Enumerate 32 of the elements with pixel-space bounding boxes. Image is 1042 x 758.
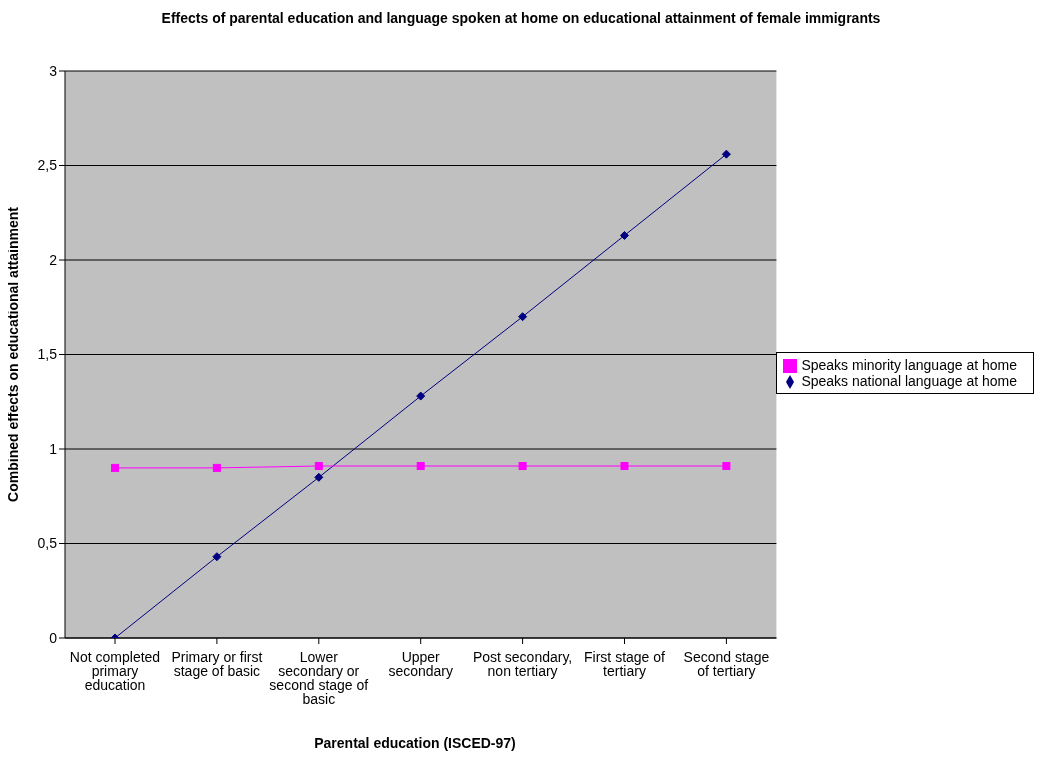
point <box>314 472 324 482</box>
y-tick-label: 1 <box>49 440 58 457</box>
point <box>722 462 731 471</box>
x-tick-label: Not completed primary education <box>69 648 161 693</box>
x-axis-title: Parental education (ISCED-97) <box>313 735 517 751</box>
point <box>518 312 528 322</box>
point <box>111 463 119 472</box>
y-tick-label: 2,5 <box>37 157 58 174</box>
point <box>619 230 629 240</box>
point <box>721 149 731 159</box>
y-tick-label: 0,5 <box>37 535 58 552</box>
point <box>416 462 425 471</box>
y-tick-label: 0 <box>49 629 58 646</box>
x-tick-label: First stage of tertiary <box>584 648 666 679</box>
x-tick-label: Second stage of tertiary <box>683 648 770 679</box>
point <box>212 552 222 562</box>
legend-label: Speaks minority language at home <box>801 356 1017 373</box>
y-axis-title: Combined effects on educational attainment <box>4 206 21 502</box>
y-tick-label: 2 <box>49 251 58 268</box>
y-tick-label: 3 <box>49 62 58 79</box>
x-tick-label: Lower secondary or second stage of basic <box>269 648 369 707</box>
chart-title: Effects of parental education and language spoken at home on educational attainment of female immigrants <box>160 10 882 26</box>
point <box>416 391 426 401</box>
point <box>518 462 527 471</box>
x-tick-label: Upper secondary <box>388 648 453 679</box>
y-tick-label: 1,5 <box>37 346 58 363</box>
point <box>212 463 221 472</box>
x-tick-label: Post secondary, non tertiary <box>472 648 573 679</box>
point <box>314 462 323 471</box>
legend-label: Speaks national language at home <box>801 373 1017 389</box>
point <box>620 462 629 471</box>
x-tick-label: Primary or first stage of basic <box>171 648 263 679</box>
